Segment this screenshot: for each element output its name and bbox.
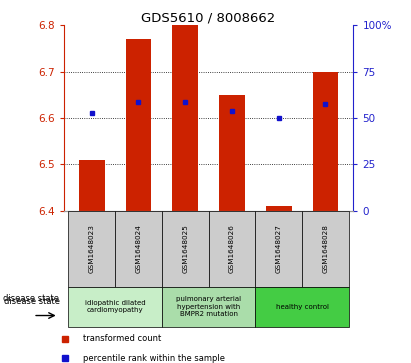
- Text: GSM1648024: GSM1648024: [136, 224, 141, 273]
- Bar: [302, 211, 349, 287]
- Text: percentile rank within the sample: percentile rank within the sample: [83, 354, 225, 363]
- Bar: [219, 95, 245, 211]
- Title: GDS5610 / 8008662: GDS5610 / 8008662: [141, 11, 276, 24]
- Text: pulmonary arterial
hypertension with
BMPR2 mutation: pulmonary arterial hypertension with BMP…: [176, 296, 241, 317]
- Bar: [68, 287, 162, 327]
- Text: healthy control: healthy control: [275, 304, 328, 310]
- Text: GSM1648023: GSM1648023: [89, 224, 95, 273]
- Text: disease state: disease state: [3, 294, 59, 303]
- Text: GSM1648025: GSM1648025: [182, 224, 188, 273]
- Bar: [68, 211, 115, 287]
- Text: idiopathic dilated
cardiomyopathy: idiopathic dilated cardiomyopathy: [85, 300, 145, 314]
- Bar: [162, 287, 255, 327]
- Bar: [255, 287, 349, 327]
- Bar: [172, 25, 198, 211]
- Bar: [79, 160, 104, 211]
- Text: transformed count: transformed count: [83, 334, 161, 343]
- Bar: [126, 39, 151, 211]
- Bar: [115, 211, 162, 287]
- Text: GSM1648026: GSM1648026: [229, 224, 235, 273]
- Bar: [162, 211, 209, 287]
- Text: GSM1648028: GSM1648028: [322, 224, 328, 273]
- Bar: [255, 211, 302, 287]
- Bar: [313, 72, 338, 211]
- Text: disease state: disease state: [4, 297, 60, 306]
- Text: GSM1648027: GSM1648027: [276, 224, 282, 273]
- Bar: [209, 211, 255, 287]
- Bar: [266, 206, 291, 211]
